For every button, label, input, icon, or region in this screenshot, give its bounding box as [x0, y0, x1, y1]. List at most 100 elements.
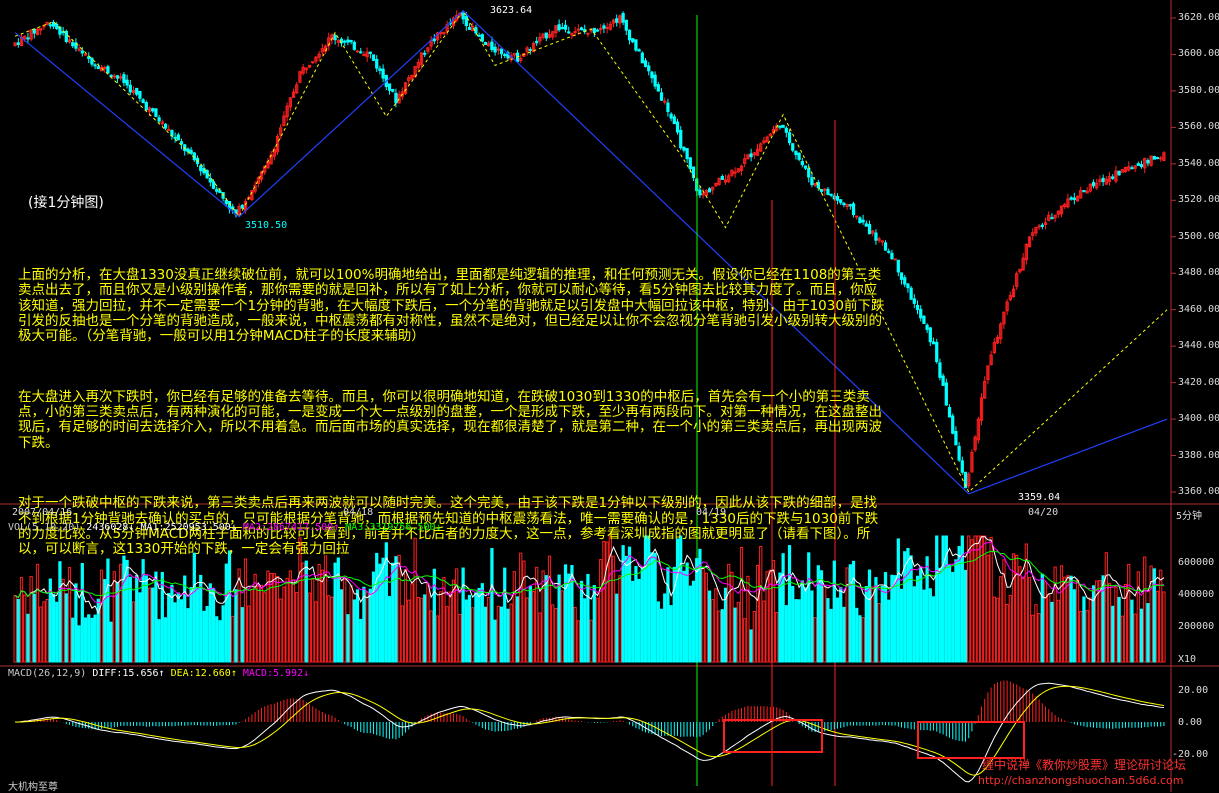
volume-bar [352, 599, 356, 663]
candle-body [55, 23, 59, 30]
macd-dea: DEA:12.660 [170, 668, 231, 679]
volume-bar [800, 580, 804, 663]
volume-bar [519, 552, 523, 663]
candle-body [797, 152, 801, 160]
price-tick-label: 3600.00 [1178, 48, 1219, 60]
candle-body [215, 188, 219, 192]
candle-body [746, 154, 750, 160]
volume-bar [973, 535, 977, 663]
volume-bar [250, 588, 254, 663]
volume-bar [682, 570, 686, 663]
candle-body [781, 124, 785, 128]
candle-body [343, 40, 347, 43]
candle-body [765, 136, 769, 143]
candle-body [90, 57, 94, 65]
candle-body [464, 16, 468, 27]
candle-body [957, 445, 961, 461]
candle-body [1056, 210, 1060, 215]
watermark-line-2: http://chanzhongshuochan.5d6d.com [978, 774, 1184, 787]
candle-body [1075, 195, 1080, 202]
candle-body [131, 89, 136, 94]
volume-bar [1043, 581, 1048, 663]
candle-body [237, 206, 241, 216]
candle-body [887, 250, 891, 253]
volume-bar [503, 567, 507, 663]
volume-bar [336, 557, 340, 663]
candle-body [791, 143, 795, 151]
volume-bar [291, 579, 296, 663]
volume-bar [711, 599, 715, 663]
volume-bar [1136, 571, 1140, 663]
volume-bar [474, 591, 478, 663]
macd-compare-box-2 [917, 721, 1025, 759]
volume-bar [803, 587, 808, 663]
volume-bar [743, 618, 747, 663]
candle-body [1024, 244, 1028, 261]
volume-bar [410, 583, 414, 663]
candle-body [941, 375, 945, 386]
volume-bar [288, 570, 292, 663]
candle-body [592, 27, 596, 34]
volume-bar [624, 555, 628, 663]
volume-bar [183, 575, 187, 663]
volume-bar [659, 608, 664, 663]
volume-bar [650, 552, 654, 663]
candle-body [1034, 227, 1038, 234]
volume-bar [845, 567, 849, 663]
candle-body [256, 177, 260, 184]
candle-body [803, 165, 808, 169]
candle-body [707, 188, 712, 193]
candle-body [650, 71, 654, 79]
candle-body [291, 91, 296, 98]
volume-bar [381, 557, 385, 663]
volume-bar [1063, 576, 1067, 663]
candle-body [1008, 295, 1012, 301]
volume-bar [192, 552, 196, 663]
candle-body [704, 190, 708, 196]
volume-bar [951, 571, 955, 663]
volume-bar [999, 576, 1003, 663]
volume-bar [989, 536, 993, 663]
volume-bar [979, 535, 984, 663]
volume-bar [13, 595, 17, 663]
volume-bar [455, 568, 459, 663]
candle-body [259, 171, 264, 180]
volume-bar [938, 567, 942, 663]
candle-body [1002, 311, 1006, 325]
volume-bar [195, 586, 200, 663]
candle-body [461, 13, 465, 20]
volume-bar [419, 597, 424, 663]
candle-body [701, 193, 705, 196]
candle-body [419, 52, 424, 65]
candle-body [211, 181, 216, 189]
candle-body [1027, 236, 1032, 248]
volume-bar [826, 598, 830, 663]
candle-body [1011, 288, 1016, 298]
candle-body [720, 175, 724, 180]
volume-bar [19, 577, 24, 663]
volume-bar [199, 574, 203, 663]
candle-body [83, 53, 88, 56]
candle-body [538, 36, 542, 42]
candle-body [307, 64, 312, 68]
volume-bar [387, 596, 392, 663]
volume-bar [141, 559, 145, 663]
price-tick-label: 3560.00 [1178, 121, 1219, 133]
candle-body [727, 175, 731, 182]
candle-body [864, 223, 868, 227]
volume-bar [915, 575, 920, 663]
volume-bar [656, 601, 660, 663]
candle-body [906, 283, 910, 289]
volume-bar [240, 607, 244, 663]
volume-bar [707, 590, 712, 663]
volume-bar [573, 606, 577, 663]
volume-bar [554, 608, 558, 663]
volume-bar [186, 608, 190, 663]
volume-bar [147, 587, 152, 663]
volume-bar [688, 585, 692, 663]
volume-bar [304, 560, 308, 663]
price-note-high: 3623.64 [490, 5, 533, 16]
candle-body [1069, 197, 1073, 200]
candle-body [928, 327, 932, 343]
volume-bar [391, 562, 395, 663]
